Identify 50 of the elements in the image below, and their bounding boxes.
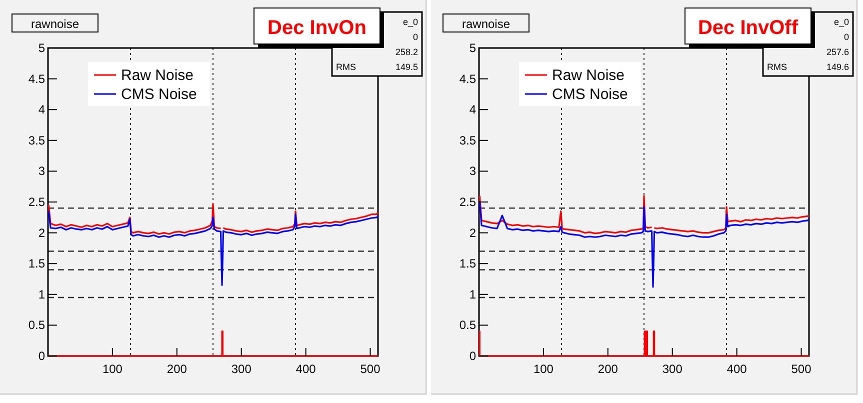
chart-title: rawnoise xyxy=(30,17,80,31)
y-tick-label: 1 xyxy=(469,287,476,302)
text: RMS 149.5 xyxy=(336,62,418,72)
y-tick-label: 3.5 xyxy=(28,133,46,148)
text: 257.6 xyxy=(826,47,849,57)
y-tick-label: 0 xyxy=(38,349,46,363)
text: e_0 xyxy=(834,17,849,27)
legend-label: CMS Noise xyxy=(121,86,197,103)
y-tick-label: 2 xyxy=(469,226,476,240)
x-tick-label: 300 xyxy=(231,362,252,376)
text: 258.2 xyxy=(395,47,418,57)
legend-label: CMS Noise xyxy=(552,86,628,103)
text: 0 xyxy=(844,32,849,42)
x-tick-label: 400 xyxy=(726,362,748,376)
x-tick-label: 300 xyxy=(662,362,683,376)
y-tick-label: 0 xyxy=(469,349,476,363)
y-tick-label: 4.5 xyxy=(459,72,476,86)
text: 0 xyxy=(412,32,418,42)
chart-subtitle: Dec InvOff xyxy=(698,17,798,39)
x-tick-label: 500 xyxy=(360,362,381,376)
x-tick-label: 200 xyxy=(598,362,618,376)
text: RMS 149.6 xyxy=(767,62,849,72)
y-tick-label: 2.5 xyxy=(459,195,476,209)
y-tick-label: 1 xyxy=(38,287,46,302)
y-tick-label: 1.5 xyxy=(459,256,476,271)
y-tick-label: 5 xyxy=(38,41,46,55)
chart-subtitle: Dec InvOn xyxy=(268,17,366,39)
y-tick-label: 0.5 xyxy=(459,318,476,332)
y-tick-label: 4 xyxy=(38,102,46,117)
x-tick-label: 500 xyxy=(791,362,812,376)
line-series xyxy=(48,210,379,286)
y-tick-label: 4 xyxy=(469,102,476,117)
y-tick-label: 4.5 xyxy=(28,72,46,86)
legend-label: Raw Noise xyxy=(552,67,625,84)
line-series xyxy=(478,201,810,288)
x-tick-label: 100 xyxy=(102,362,123,376)
chart-title: rawnoise xyxy=(462,17,510,31)
y-tick-label: 1.5 xyxy=(28,256,46,271)
y-tick-label: 3 xyxy=(469,164,476,178)
y-tick-label: 2.5 xyxy=(28,195,46,209)
legend-label: Raw Noise xyxy=(121,67,194,84)
x-tick-label: 400 xyxy=(296,362,316,376)
y-tick-label: 3 xyxy=(38,164,46,178)
x-tick-label: 200 xyxy=(166,362,188,376)
y-tick-label: 5 xyxy=(469,41,476,55)
y-tick-label: 0.5 xyxy=(28,318,46,332)
x-tick-label: 100 xyxy=(533,362,554,376)
y-tick-label: 2 xyxy=(38,226,46,240)
y-tick-label: 3.5 xyxy=(459,133,476,148)
text: e_0 xyxy=(402,17,418,27)
